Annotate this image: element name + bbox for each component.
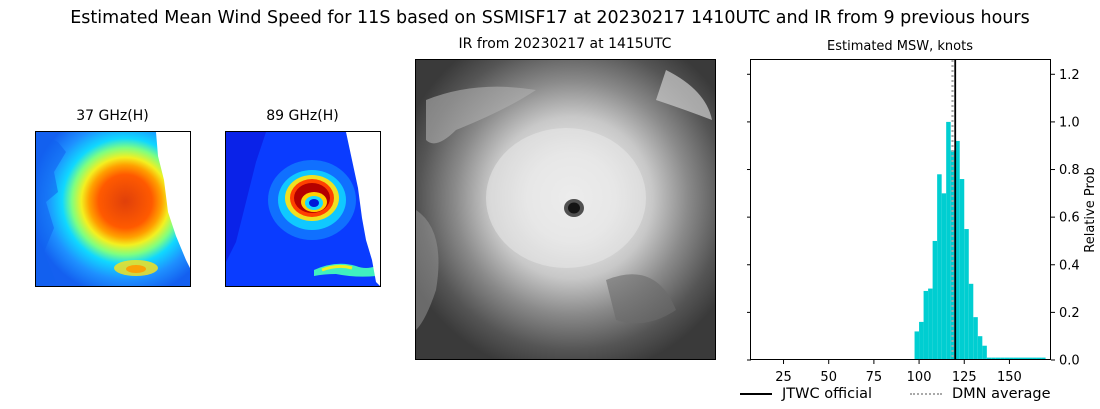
histogram-bar xyxy=(973,317,978,360)
histogram-bar xyxy=(946,121,951,361)
histogram-bar xyxy=(1036,357,1042,360)
y-axis-ticks: 0.0 0.2 0.4 0.6 0.8 1.0 1.2 xyxy=(747,68,1080,369)
legend-item-dmn: DMN average xyxy=(910,386,1051,402)
y-tick-label: 0.4 xyxy=(1059,258,1080,273)
legend-item-jtwc: JTWC official xyxy=(740,386,872,402)
histogram-bar xyxy=(1032,357,1037,360)
reference-lines xyxy=(951,60,957,360)
histogram-bar xyxy=(964,229,969,360)
histogram-bar xyxy=(928,288,933,360)
x-tick-label: 125 xyxy=(952,370,977,385)
histogram-bar xyxy=(937,174,942,360)
histogram-bar xyxy=(1009,357,1014,360)
x-tick-label: 150 xyxy=(997,370,1022,385)
ghz89-field xyxy=(226,132,380,286)
figure-title: Estimated Mean Wind Speed for 11S based … xyxy=(70,8,1030,28)
histogram-bar xyxy=(991,357,996,360)
histogram-bar xyxy=(914,331,920,360)
x-tick-label: 100 xyxy=(907,370,932,385)
ghz37-image xyxy=(35,131,191,287)
histogram-bar xyxy=(977,336,983,360)
histogram-bars xyxy=(765,121,1046,361)
histogram-bar xyxy=(1022,357,1028,360)
ir-image xyxy=(415,59,716,360)
legend: JTWC official DMN average xyxy=(740,386,1100,408)
y-tick-label: 0.6 xyxy=(1059,211,1080,226)
histogram-bar xyxy=(941,193,947,360)
y-tick-label: 0.2 xyxy=(1059,306,1080,321)
histogram-bar xyxy=(986,357,992,360)
histogram-bar xyxy=(995,357,1001,360)
legend-swatch-jtwc xyxy=(740,393,772,395)
legend-swatch-dmn xyxy=(910,393,942,395)
histogram-bar xyxy=(932,240,938,360)
histogram-bar xyxy=(1018,357,1023,360)
histogram-bar xyxy=(968,283,974,360)
x-tick-label: 25 xyxy=(775,370,792,385)
ir-cloud-field xyxy=(416,60,715,359)
ghz89-title: 89 GHz(H) xyxy=(266,108,339,124)
y-tick-label: 0.8 xyxy=(1059,163,1080,178)
histogram-frame xyxy=(750,59,1051,360)
y-tick-label: 0.0 xyxy=(1059,354,1080,369)
histogram-bar xyxy=(923,290,929,360)
legend-label-jtwc: JTWC official xyxy=(782,386,873,402)
histogram-bar xyxy=(1004,357,1010,360)
ghz89-image xyxy=(225,131,381,287)
y-tick-label: 1.2 xyxy=(1059,68,1080,83)
x-tick-label: 50 xyxy=(820,370,837,385)
legend-label-dmn: DMN average xyxy=(952,386,1051,402)
histogram-bar xyxy=(955,140,960,360)
ghz37-field xyxy=(36,132,190,286)
histogram-bar xyxy=(982,345,987,360)
histogram-title: Estimated MSW, knots xyxy=(827,39,973,54)
y-axis-label: Relative Prob xyxy=(1083,167,1098,252)
ghz37-title: 37 GHz(H) xyxy=(76,108,149,124)
histogram-bar xyxy=(1041,357,1046,360)
ir-title: IR from 20230217 at 1415UTC xyxy=(458,36,672,52)
histogram-bar xyxy=(1013,357,1019,360)
x-axis-ticks: 25 50 75 100 125 150 xyxy=(775,360,1022,385)
y-tick-label: 1.0 xyxy=(1059,115,1080,130)
x-tick-label: 75 xyxy=(866,370,883,385)
histogram-bar xyxy=(919,321,924,360)
histogram-bar xyxy=(1027,357,1033,360)
histogram-bar xyxy=(959,179,965,360)
histogram-bar xyxy=(1000,357,1005,360)
